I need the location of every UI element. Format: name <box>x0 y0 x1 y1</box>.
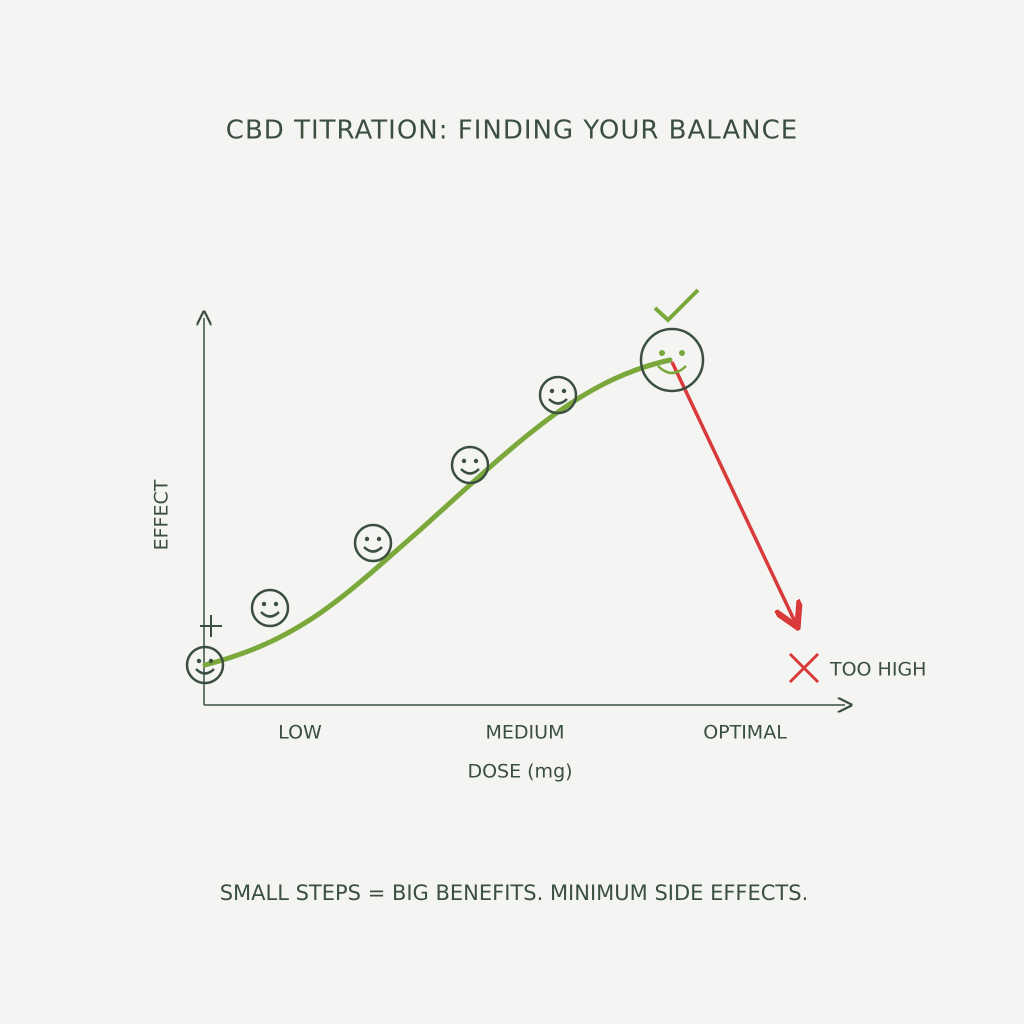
x-category: LOW <box>278 722 322 744</box>
optimal-smiley <box>639 327 705 393</box>
y-axis-label: EFFECT <box>151 479 173 550</box>
x-category: MEDIUM <box>486 722 565 744</box>
effect-curve <box>202 357 673 668</box>
footer: SMALL STEPS = BIG BENEFITS. MINIMUM SIDE… <box>220 881 809 905</box>
smiley <box>450 445 490 485</box>
x-axis-label: DOSE (mg) <box>467 761 572 783</box>
x-category: OPTIMAL <box>703 722 787 744</box>
smiley <box>538 375 578 415</box>
check-icon <box>653 288 700 323</box>
cross-icon <box>788 652 820 684</box>
plus-icon <box>200 615 222 637</box>
title: CBD TITRATION: FINDING YOUR BALANCE <box>226 116 798 146</box>
smiley <box>353 523 393 563</box>
smiley <box>250 588 290 628</box>
annotation: TOO HIGH <box>829 659 926 681</box>
overdose-arrow <box>670 361 796 624</box>
